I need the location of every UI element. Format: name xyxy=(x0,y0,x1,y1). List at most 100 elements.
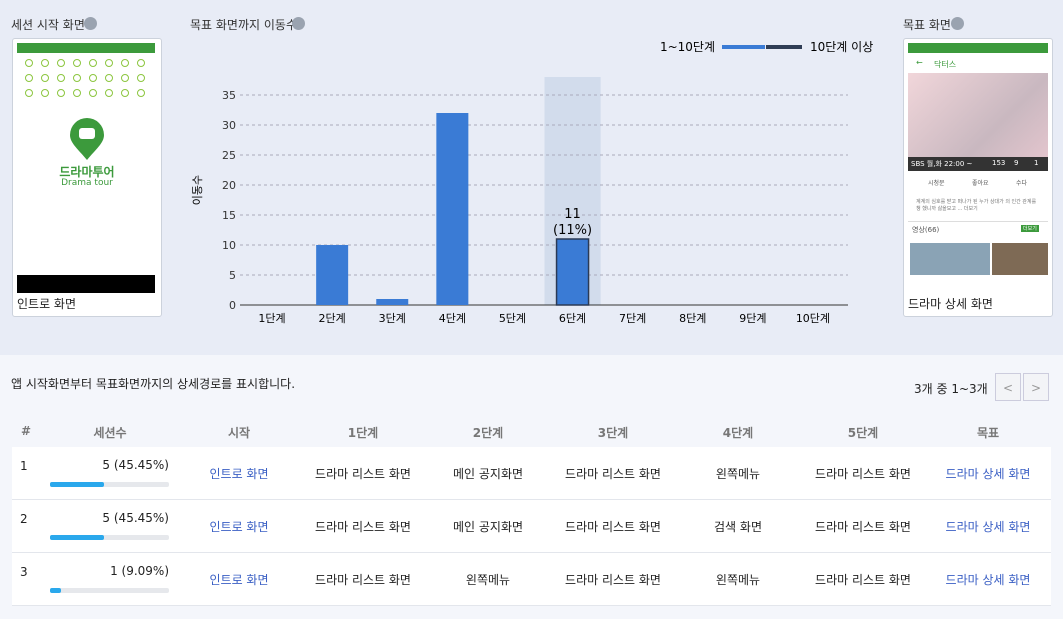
path-cell: 드라마 리스트 화면 xyxy=(815,573,911,587)
screen-name: 인트로 화면 xyxy=(17,297,77,311)
pattern-dot xyxy=(25,74,33,82)
panel-title: 세션 시작 화면 xyxy=(11,18,85,32)
pattern-dot xyxy=(25,89,33,97)
pagination-text: 3개 중 1~3개 xyxy=(914,382,988,396)
pattern-dot xyxy=(57,74,65,82)
pattern-dot xyxy=(89,59,97,67)
action[interactable]: 좋아요 xyxy=(972,180,989,187)
path-cell: 드라마 리스트 화면 xyxy=(315,467,411,481)
pattern-dot xyxy=(57,59,65,67)
path-cell[interactable]: 인트로 화면 xyxy=(209,573,269,587)
path-cell: 드라마 리스트 화면 xyxy=(815,520,911,534)
stat: 153 xyxy=(992,159,1006,167)
table-row: 3 1 (9.09%) 인트로 화면 드라마 리스트 화면 왼쪽메뉴 드라마 리스트 화면… xyxy=(12,553,1051,606)
x-tick-label: 3단계 xyxy=(379,312,406,325)
stat: 1 xyxy=(1034,159,1039,167)
path-cell: 왼쪽메뉴 xyxy=(465,573,511,587)
column-header: 2단계 xyxy=(472,426,504,440)
bar xyxy=(436,113,469,305)
x-tick-label: 7단계 xyxy=(619,312,646,325)
path-cell: 왼쪽메뉴 xyxy=(715,573,761,587)
pattern-dot xyxy=(137,59,145,67)
x-tick-label: 1단계 xyxy=(258,312,285,325)
nav-bar xyxy=(17,275,155,293)
pattern-dot xyxy=(41,59,49,67)
help-icon[interactable] xyxy=(84,17,97,30)
help-icon[interactable] xyxy=(951,17,964,30)
column-header: 세션수 xyxy=(93,426,127,440)
table-caption: 앱 시작화면부터 목표화면까지의 상세경로를 표시합니다. xyxy=(11,377,296,391)
top-section xyxy=(0,0,1063,355)
x-tick-label: 4단계 xyxy=(439,312,466,325)
path-cell[interactable]: 드라마 상세 화면 xyxy=(945,467,1031,481)
action[interactable]: 수다 xyxy=(1016,180,1028,187)
legend-label: 1~10단계 xyxy=(660,40,715,54)
pattern-dot xyxy=(121,59,129,67)
y-tick-label: 25 xyxy=(222,149,236,162)
path-cell: 드라마 리스트 화면 xyxy=(565,520,661,534)
screen-header: 닥터스 xyxy=(934,60,957,69)
path-cell: 드라마 리스트 화면 xyxy=(565,467,661,481)
pattern-dot xyxy=(89,74,97,82)
pattern-dot xyxy=(105,89,113,97)
pattern-dot xyxy=(137,89,145,97)
path-cell[interactable]: 드라마 상세 화면 xyxy=(945,520,1031,534)
info-bar xyxy=(908,157,1048,171)
pattern-dot xyxy=(121,74,129,82)
stat: 9 xyxy=(1014,159,1019,167)
pattern-dot xyxy=(121,89,129,97)
path-cell: 메인 공지화면 xyxy=(452,467,524,481)
share-bar-track xyxy=(50,535,169,540)
bar xyxy=(555,238,590,306)
y-tick-label: 20 xyxy=(222,179,236,192)
thumbnail[interactable] xyxy=(992,243,1048,275)
chart: 0 5 10 15 20 25 30 35 이동수 1단계 2단계 3단계 4단계 5단계 6단계 11(11… xyxy=(191,40,873,325)
table-row: 2 5 (45.45%) 인트로 화면 드라마 리스트 화면 메인 공지화면 드라마 리스… xyxy=(12,500,1051,553)
bar xyxy=(316,245,349,305)
data-label-percent: (11%) xyxy=(553,223,592,238)
path-cell[interactable]: 인트로 화면 xyxy=(209,467,269,481)
path-cell: 메인 공지화면 xyxy=(452,520,524,534)
data-label: 11 xyxy=(564,207,581,222)
broadcast: SBS 월,화 22:00 ~ xyxy=(911,160,973,168)
share-bar-track xyxy=(50,588,169,593)
x-tick-label: 9단계 xyxy=(739,312,766,325)
pattern-dot xyxy=(73,59,81,67)
prev-button[interactable]: < xyxy=(995,373,1021,401)
y-tick-label: 10 xyxy=(222,239,236,252)
next-button[interactable]: > xyxy=(1023,373,1049,401)
row-number: 2 xyxy=(20,512,28,526)
y-tick-label: 5 xyxy=(229,269,236,282)
help-icon[interactable] xyxy=(292,17,305,30)
poster xyxy=(908,73,1048,171)
action[interactable]: 시청문 xyxy=(928,180,945,187)
path-cell: 왼쪽메뉴 xyxy=(715,467,761,481)
app-name-en: Drama tour xyxy=(61,178,113,188)
pattern-dot xyxy=(73,74,81,82)
icon-pattern xyxy=(23,57,153,101)
table-row: 1 5 (45.45%) 인트로 화면 드라마 리스트 화면 메인 공지화면 드라마 리스… xyxy=(12,447,1051,500)
share-bar xyxy=(50,535,105,540)
session-count: 5 (45.45%) xyxy=(102,458,169,472)
share-bar-track xyxy=(50,482,169,487)
x-tick-label: 8단계 xyxy=(679,312,706,325)
path-cell[interactable]: 인트로 화면 xyxy=(209,520,269,534)
thumbnail[interactable] xyxy=(910,243,990,275)
pattern-dot xyxy=(105,59,113,67)
column-header: 목표 xyxy=(976,426,1000,440)
more-button[interactable]: 더보기 xyxy=(1021,225,1039,232)
y-tick-label: 30 xyxy=(222,119,236,132)
back-arrow[interactable]: ← xyxy=(916,58,923,67)
pattern-dot xyxy=(89,89,97,97)
x-tick-label: 2단계 xyxy=(319,312,346,325)
pattern-dot xyxy=(73,89,81,97)
start-preview: 드라마투어 Drama tour 인트로 화면 xyxy=(12,38,162,317)
y-tick-label: 35 xyxy=(222,89,236,102)
y-axis-label: 이동수 xyxy=(191,175,204,205)
column-header: # xyxy=(20,424,32,438)
description: 계계의 심호를 받고 떠나가 된 누가 상대가 의 인간 관계를 챙 했니까 삶… xyxy=(916,199,1037,212)
path-cell[interactable]: 드라마 상세 화면 xyxy=(945,573,1031,587)
column-header: 시작 xyxy=(227,426,251,440)
panel-title: 목표 화면 xyxy=(903,18,951,32)
